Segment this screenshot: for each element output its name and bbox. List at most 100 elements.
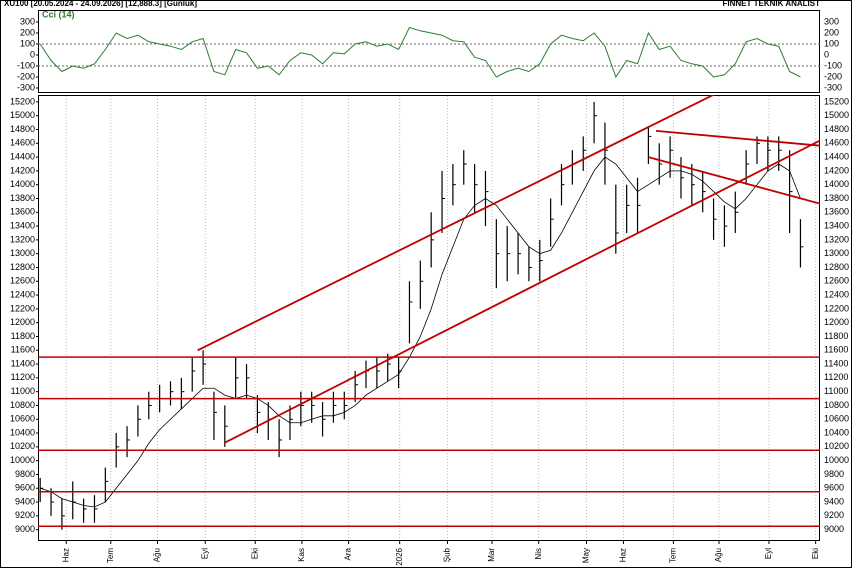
y-tick-label: 13200 [10, 234, 35, 244]
y-tick-label: 0 [30, 49, 35, 59]
y-tick-label: 9200 [824, 510, 844, 520]
y-tick-label: 12400 [824, 289, 849, 299]
trend-line [224, 139, 820, 444]
x-tick-label: Haz [619, 548, 628, 562]
x-tick-label: Eki [250, 548, 259, 559]
y-tick-label: 12600 [10, 276, 35, 286]
y-tick-label: 9600 [824, 483, 844, 493]
header-title: XU100 [20.05.2024 - 24.09.2026] [12,888.… [4, 0, 197, 8]
price-panel [38, 95, 820, 541]
cci-line [39, 26, 801, 79]
y-tick-label: 10200 [824, 441, 849, 451]
y-tick-label: 11400 [824, 358, 848, 368]
cci-plot [38, 26, 820, 79]
y-tick-label: -100 [824, 60, 842, 70]
y-tick-label: 10000 [824, 455, 849, 465]
y-tick-label: 11400 [11, 358, 35, 368]
y-tick-label: 13200 [824, 234, 849, 244]
y-tick-label: 12600 [824, 276, 849, 286]
trend-line [648, 156, 820, 205]
y-tick-label: 13600 [10, 207, 35, 217]
y-tick-label: 14600 [824, 138, 849, 148]
y-tick-label: 200 [824, 27, 839, 37]
y-tick-label: 12200 [10, 303, 35, 313]
x-tick-label: Mar [487, 548, 496, 562]
x-tick-label: Kas [297, 548, 306, 562]
y-tick-label: 9400 [15, 496, 35, 506]
y-tick-label: 15000 [10, 110, 35, 120]
y-tick-label: 11800 [11, 331, 35, 341]
x-tick-label: May [582, 548, 591, 563]
y-tick-label: 10600 [10, 414, 35, 424]
y-tick-label: 13000 [10, 248, 35, 258]
y-tick-label: 14800 [824, 124, 849, 134]
y-tick-label: 13400 [10, 220, 35, 230]
price-plot [39, 95, 820, 540]
y-tick-label: 15000 [824, 110, 849, 120]
cci-panel [38, 10, 820, 93]
y-tick-label: 13800 [824, 193, 849, 203]
y-tick-label: 15200 [824, 96, 849, 106]
x-tick-label: Tem [668, 548, 677, 563]
y-tick-label: 11000 [11, 386, 35, 396]
y-tick-label: 9000 [15, 524, 35, 534]
x-tick-label: Haz [61, 548, 70, 562]
x-tick-label: Eyl [764, 548, 773, 559]
y-tick-label: 14800 [10, 124, 35, 134]
y-tick-label: 10400 [824, 427, 849, 437]
y-tick-label: 10800 [824, 400, 849, 410]
y-tick-label: 9400 [824, 496, 844, 506]
y-tick-label: 9800 [824, 469, 844, 479]
y-tick-label: 12200 [824, 303, 849, 313]
y-tick-label: 14200 [10, 165, 35, 175]
y-tick-label: 11000 [824, 386, 848, 396]
y-tick-label: 14000 [10, 179, 35, 189]
x-tick-label: Ağu [153, 548, 162, 562]
y-tick-label: 9600 [15, 483, 35, 493]
y-tick-label: 11200 [11, 372, 35, 382]
y-tick-label: 12800 [824, 262, 849, 272]
y-tick-label: 13600 [824, 207, 849, 217]
y-tick-label: -200 [824, 71, 842, 81]
y-tick-label: 100 [824, 38, 839, 48]
y-tick-label: 14000 [824, 179, 849, 189]
x-tick-label: Ara [344, 547, 353, 560]
y-tick-label: 9200 [15, 510, 35, 520]
y-tick-label: 14400 [10, 151, 35, 161]
y-tick-label: -300 [17, 82, 35, 92]
x-tick-label: Şub [443, 547, 452, 562]
header-brand: FİNNET TEKNİK ANALİST [723, 0, 821, 8]
y-tick-label: 10800 [10, 400, 35, 410]
x-tick-label: 2026 [395, 547, 404, 565]
cci-label: Cci (14) [42, 9, 75, 19]
y-tick-label: 11600 [11, 345, 35, 355]
y-tick-label: 14200 [824, 165, 849, 175]
y-tick-label: 11800 [824, 331, 848, 341]
y-tick-label: 10400 [10, 427, 35, 437]
x-tick-label: Ağu [714, 548, 723, 562]
y-tick-label: 300 [20, 16, 35, 26]
y-tick-label: 11600 [824, 345, 848, 355]
y-tick-label: 10200 [10, 441, 35, 451]
y-tick-label: 12000 [10, 317, 35, 327]
y-tick-label: 100 [20, 38, 35, 48]
y-tick-label: 300 [824, 16, 839, 26]
x-tick-label: Eki [811, 548, 820, 559]
y-tick-label: 12400 [10, 289, 35, 299]
y-tick-label: 10000 [10, 455, 35, 465]
y-tick-label: -100 [17, 60, 35, 70]
y-tick-label: 9000 [824, 524, 844, 534]
y-tick-label: 15200 [10, 96, 35, 106]
y-tick-label: 200 [20, 27, 35, 37]
y-tick-label: 9800 [15, 469, 35, 479]
trend-line [197, 95, 716, 352]
y-tick-label: 12800 [10, 262, 35, 272]
y-tick-label: 14600 [10, 138, 35, 148]
y-tick-label: 13400 [824, 220, 849, 230]
y-tick-label: 0 [824, 49, 829, 59]
x-tick-label: Eyl [200, 548, 209, 559]
y-tick-label: 14400 [824, 151, 849, 161]
y-tick-label: 11200 [824, 372, 848, 382]
